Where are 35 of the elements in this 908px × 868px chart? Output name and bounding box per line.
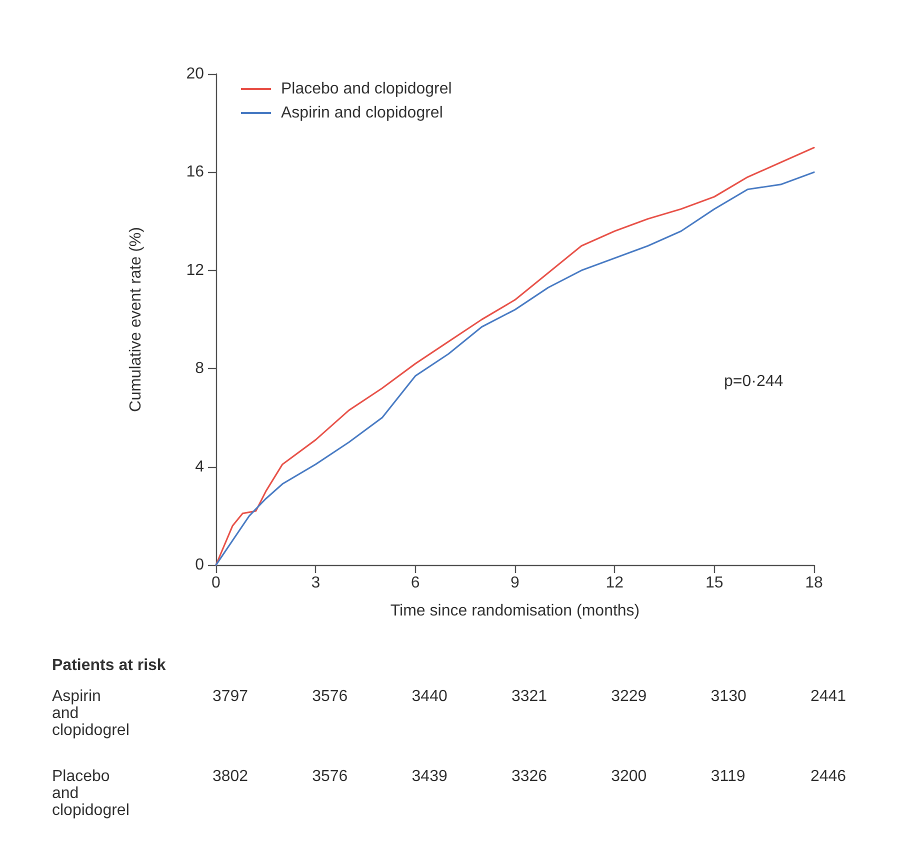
x-tick-label: 0 bbox=[212, 574, 221, 592]
text: 3119 bbox=[710, 768, 746, 785]
y-axis-title: Cumulative event rate (%) bbox=[128, 227, 144, 412]
x-tick-label: 12 bbox=[606, 574, 624, 592]
text: 3321 bbox=[511, 688, 548, 705]
legend-label: Placebo and clopidogrel bbox=[281, 80, 452, 98]
y-tick-label: 8 bbox=[195, 360, 204, 378]
text: 3576 bbox=[312, 768, 348, 785]
text: 2441 bbox=[810, 688, 846, 705]
y-tick-label: 16 bbox=[186, 164, 204, 181]
y-tick-label: 20 bbox=[186, 66, 204, 82]
legend-label: Aspirin and clopidogrel bbox=[281, 104, 443, 122]
text: Placebo and clopidogrel bbox=[52, 768, 130, 819]
x-tick-label: 3 bbox=[311, 574, 320, 592]
text: 3576 bbox=[312, 688, 348, 705]
text: 3797 bbox=[212, 688, 248, 705]
text: 3229 bbox=[611, 688, 647, 705]
text: 3200 bbox=[611, 768, 647, 785]
text: 3802 bbox=[212, 768, 248, 785]
text: 3326 bbox=[511, 768, 548, 785]
x-tick-label: 9 bbox=[510, 574, 520, 592]
x-tick-label: 6 bbox=[410, 574, 420, 592]
text: Patients at risk bbox=[52, 657, 166, 674]
y-tick-label: 12 bbox=[186, 262, 204, 279]
x-axis-title: Time since randomisation (months) bbox=[390, 602, 640, 620]
text: 3439 bbox=[412, 768, 448, 785]
text: 2446 bbox=[810, 768, 846, 785]
text: Aspirin and clopidogrel bbox=[52, 688, 130, 739]
y-tick-label: 0 bbox=[195, 556, 204, 574]
y-tick-label: 4 bbox=[195, 458, 204, 476]
text: 3130 bbox=[710, 688, 746, 705]
x-tick-label: 18 bbox=[805, 574, 823, 592]
text: 3440 bbox=[412, 688, 448, 705]
annotation: p=0·244 bbox=[724, 373, 784, 390]
x-tick-label: 15 bbox=[705, 574, 724, 592]
